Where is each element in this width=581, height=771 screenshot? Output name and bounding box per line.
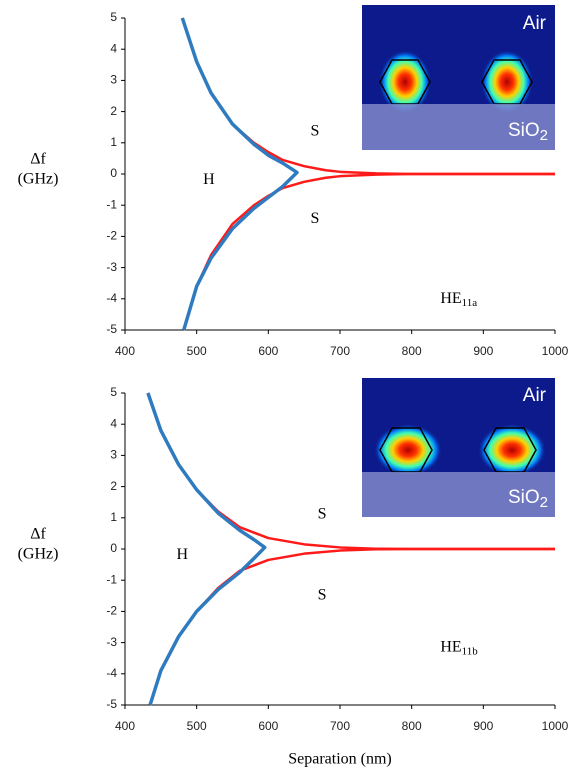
- chart-panel: -5 -4 -3 -2 -1 0 1 2 3 4 5 400 500 600 700 800 900 1000 Δf…: [18, 10, 569, 358]
- mode-label-main: HE: [440, 289, 461, 306]
- y-axis-label: (GHz): [18, 171, 59, 188]
- x-tick-label: 700: [330, 719, 350, 733]
- x-tick-label: 900: [473, 344, 493, 358]
- y-tick-label: -5: [106, 697, 117, 711]
- y-axis-label: (GHz): [18, 546, 59, 563]
- inset-label-sub: 2: [540, 127, 548, 144]
- inset-image: Air SiO2: [362, 5, 555, 150]
- y-tick-label: -1: [106, 197, 117, 211]
- y-tick-label: 5: [110, 385, 117, 399]
- chart-panel: -5 -4 -3 -2 -1 0 1 2 3 4 5 400 500 600 700 800 900 1000 Δf…: [18, 385, 569, 768]
- inset-label: SiO: [508, 487, 540, 508]
- y-tick-label: 5: [110, 10, 117, 24]
- y-tick-label: 3: [110, 448, 117, 462]
- x-tick-label: 600: [258, 719, 278, 733]
- series-line: [180, 17, 299, 331]
- mode-label-sub: 11b: [462, 645, 479, 657]
- y-tick-label: 3: [110, 73, 117, 87]
- y-tick-label: 4: [110, 416, 117, 430]
- y-tick-label: -2: [106, 604, 117, 618]
- x-tick-label: 500: [187, 344, 207, 358]
- y-tick-label: 2: [110, 104, 117, 118]
- series-line: [146, 392, 267, 706]
- series-line: [148, 547, 555, 706]
- x-tick-label: 1000: [542, 719, 569, 733]
- y-tick-label: 2: [110, 479, 117, 493]
- x-tick-label: 1000: [542, 344, 569, 358]
- y-tick-label: -3: [106, 635, 117, 649]
- x-tick-label: 600: [258, 344, 278, 358]
- series-line: [182, 172, 555, 331]
- mode-label-sub: 11a: [462, 296, 478, 308]
- inset-label: Air: [523, 13, 547, 34]
- annotation: S: [318, 505, 327, 522]
- annotation: H: [203, 171, 215, 188]
- mode-label-main: HE: [440, 638, 461, 655]
- annotation: H: [177, 546, 189, 563]
- annotation: S: [318, 586, 327, 603]
- y-tick-label: 4: [110, 41, 117, 55]
- inset-label: SiO2: [508, 487, 548, 511]
- annotation: S: [310, 123, 319, 140]
- y-tick-label: -2: [106, 229, 117, 243]
- y-tick-label: 0: [110, 166, 117, 180]
- inset-image: Air SiO2: [362, 378, 555, 517]
- x-tick-label: 800: [402, 344, 422, 358]
- mode-label: HE11b: [440, 638, 478, 657]
- inset-label: SiO: [508, 120, 540, 141]
- inset-label: Air: [523, 385, 547, 406]
- y-tick-label: -1: [106, 572, 117, 586]
- y-axis-label: Δf: [30, 151, 46, 168]
- y-tick-label: -5: [106, 322, 117, 336]
- y-tick-label: 1: [110, 510, 117, 524]
- y-tick-label: 0: [110, 541, 117, 555]
- y-tick-label: -4: [106, 291, 117, 305]
- x-tick-label: 800: [402, 719, 422, 733]
- x-tick-label: 400: [115, 344, 135, 358]
- mode-label: HE11a: [440, 289, 477, 308]
- y-tick-label: 1: [110, 135, 117, 149]
- inset-label-sub: 2: [540, 494, 548, 511]
- x-tick-label: 400: [115, 719, 135, 733]
- y-tick-label: -4: [106, 666, 117, 680]
- x-tick-label: 700: [330, 344, 350, 358]
- y-tick-label: -3: [106, 260, 117, 274]
- x-axis-label: Separation (nm): [288, 751, 392, 768]
- inset-label: SiO2: [508, 120, 548, 144]
- annotation: S: [310, 210, 319, 227]
- y-axis-label: Δf: [30, 526, 46, 543]
- x-tick-label: 500: [187, 719, 207, 733]
- x-tick-label: 900: [473, 719, 493, 733]
